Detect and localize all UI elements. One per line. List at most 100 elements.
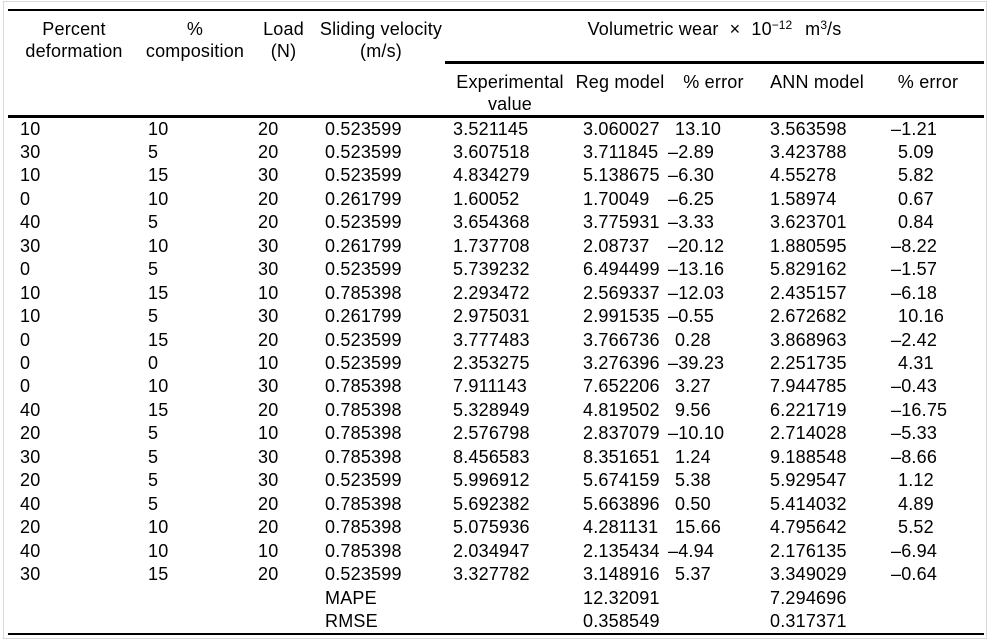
cell-percent-deformation: 40 xyxy=(20,212,41,233)
cell-ann-error: –8.66 xyxy=(891,446,938,467)
cell-percent-deformation: 40 xyxy=(20,399,41,420)
summary-row: MAPE 12.32091 7.294696 xyxy=(8,587,984,610)
cell-composition: 15 xyxy=(148,165,169,186)
cell-sliding-velocity: 0.785398 xyxy=(325,446,402,467)
col-header-percent-deformation: Percent deformation xyxy=(25,19,123,61)
table-row: 10 5 30 0.261799 2.975031 2.991535 –0.55 2.6726… xyxy=(8,305,984,328)
cell-load: 20 xyxy=(258,564,279,585)
table-row: 40 5 20 0.523599 3.654368 3.775931 –3.33 3.6237… xyxy=(8,211,984,234)
table-body: 10 10 20 0.523599 3.521145 3.060027 13.10 3.563… xyxy=(8,114,985,634)
table-row: 40 10 10 0.785398 2.034947 2.135434 –4.94 2.176… xyxy=(8,540,984,563)
cell-experimental-value: 5.739232 xyxy=(453,259,530,280)
cell-experimental-value: 3.777483 xyxy=(453,329,530,350)
power-base: 10 xyxy=(751,19,772,39)
cell-load: 10 xyxy=(258,353,279,374)
cell-composition: 10 xyxy=(148,235,169,256)
table-row: 0 10 20 0.261799 1.60052 1.70049 –6.25 1.58974 0… xyxy=(8,188,984,211)
unit-suffix: /s xyxy=(827,19,842,39)
cell-sliding-velocity: 0.785398 xyxy=(325,399,402,420)
summary-cell-load xyxy=(250,610,317,634)
cell-sliding-velocity: 0.785398 xyxy=(325,540,402,561)
table-row: 40 15 20 0.785398 5.328949 4.819502 9.56 6.2217… xyxy=(8,399,984,422)
cell-experimental-value: 2.576798 xyxy=(453,423,530,444)
cell-percent-deformation: 0 xyxy=(20,353,31,374)
cell-reg-error: –6.25 xyxy=(668,188,715,209)
cell-load: 30 xyxy=(258,446,279,467)
cell-ann-model: 2.714028 xyxy=(770,423,847,444)
header-row-sub: Experimental value Reg model % error ANN… xyxy=(8,62,984,116)
cell-ann-model: 3.868963 xyxy=(770,329,847,350)
cell-ann-model: 4.55278 xyxy=(770,165,837,186)
cell-experimental-value: 1.737708 xyxy=(453,235,530,256)
cell-percent-deformation: 30 xyxy=(20,564,41,585)
cell-reg-error: –12.03 xyxy=(668,282,725,303)
summary-cell-reg-model: 12.32091 xyxy=(583,587,660,608)
cell-ann-model: 1.58974 xyxy=(770,188,837,209)
cell-composition: 15 xyxy=(148,282,169,303)
table-header: Percent deformation % composition Load (… xyxy=(8,10,985,116)
summary-cell-ann-error xyxy=(872,610,984,634)
cell-composition: 10 xyxy=(140,114,250,141)
cell-ann-error: 10.16 xyxy=(898,306,945,327)
cell-load: 20 xyxy=(258,399,279,420)
summary-cell-sliding-velocity: RMSE xyxy=(325,611,378,632)
cell-load: 10 xyxy=(258,540,279,561)
cell-ann-error: –0.43 xyxy=(891,376,938,397)
cell-reg-model: 3.148916 xyxy=(583,564,660,585)
cell-experimental-value: 7.911143 xyxy=(453,376,528,397)
cell-ann-model: 5.829162 xyxy=(770,259,847,280)
cell-ann-model: 1.880595 xyxy=(770,235,847,256)
cell-load: 30 xyxy=(258,235,279,256)
cell-composition: 15 xyxy=(148,399,169,420)
cell-ann-model: 7.944785 xyxy=(770,376,847,397)
cell-reg-model: 3.775931 xyxy=(583,212,660,233)
cell-composition: 5 xyxy=(148,306,159,327)
cell-experimental-value: 3.327782 xyxy=(453,564,530,585)
header-row-top: Percent deformation % composition Load (… xyxy=(8,10,985,64)
col-header-ann-error: % error xyxy=(897,71,959,92)
summary-row: RMSE 0.358549 0.317371 xyxy=(8,610,984,634)
cell-experimental-value: 5.692382 xyxy=(453,493,530,514)
cell-reg-error: –4.94 xyxy=(668,540,715,561)
cell-reg-model: 5.138675 xyxy=(583,165,660,186)
cell-experimental-value: 2.293472 xyxy=(453,282,530,303)
cell-sliding-velocity: 0.261799 xyxy=(325,235,402,256)
volumetric-wear-label: Volumetric wear xyxy=(587,19,719,39)
cell-composition: 5 xyxy=(148,259,159,280)
cell-reg-error: 3.27 xyxy=(675,376,711,397)
cell-ann-error: –8.22 xyxy=(891,235,938,256)
cell-sliding-velocity: 0.261799 xyxy=(325,188,402,209)
cell-experimental-value: 2.034947 xyxy=(453,540,530,561)
col-header-composition: % composition xyxy=(145,19,245,61)
cell-ann-error: 5.52 xyxy=(898,517,934,538)
cell-experimental-value: 3.654368 xyxy=(453,212,530,233)
cell-ann-model: 5.929547 xyxy=(770,470,847,491)
cell-ann-model: 3.349029 xyxy=(770,564,847,585)
cell-composition: 10 xyxy=(148,517,169,538)
cell-reg-model: 6.494499 xyxy=(583,259,660,280)
table-row: 20 5 30 0.523599 5.996912 5.674159 5.38 5.92954… xyxy=(8,469,984,492)
cell-percent-deformation: 40 xyxy=(20,493,41,514)
table-row: 10 15 10 0.785398 2.293472 2.569337 –12.03 2.43… xyxy=(8,282,984,305)
table-row: 40 5 20 0.785398 5.692382 5.663896 0.50 5.41403… xyxy=(8,493,984,516)
cell-reg-error: –6.30 xyxy=(668,165,715,186)
cell-sliding-velocity: 0.523599 xyxy=(317,114,445,141)
cell-composition: 5 xyxy=(148,493,159,514)
cell-sliding-velocity: 0.523599 xyxy=(325,564,402,585)
cell-percent-deformation: 30 xyxy=(20,141,41,162)
summary-cell-load xyxy=(250,587,317,610)
cell-load: 20 xyxy=(258,329,279,350)
table-row: 0 15 20 0.523599 3.777483 3.766736 0.28 3.86896… xyxy=(8,329,984,352)
cell-sliding-velocity: 0.785398 xyxy=(325,517,402,538)
cell-sliding-velocity: 0.523599 xyxy=(325,470,402,491)
cell-percent-deformation: 10 xyxy=(20,306,41,327)
cell-reg-model: 2.991535 xyxy=(583,306,660,327)
cell-reg-model: 3.711845 xyxy=(583,141,659,162)
table-row: 20 5 10 0.785398 2.576798 2.837079 –10.10 2.714… xyxy=(8,422,984,445)
cell-sliding-velocity: 0.523599 xyxy=(325,259,402,280)
cell-load: 20 xyxy=(258,188,279,209)
cell-reg-model: 7.652206 xyxy=(583,376,660,397)
cell-reg-error: 15.66 xyxy=(675,517,722,538)
cell-reg-model: 2.135434 xyxy=(583,540,660,561)
cell-reg-model: 3.276396 xyxy=(583,353,660,374)
